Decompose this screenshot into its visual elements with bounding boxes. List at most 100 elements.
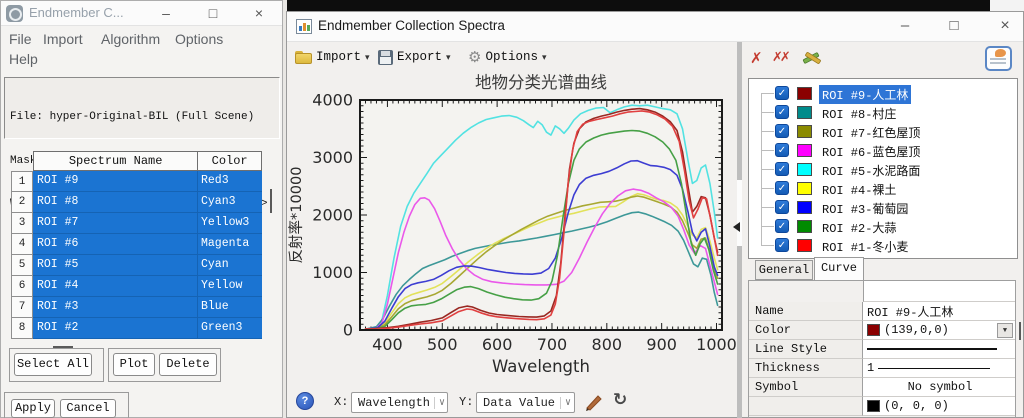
options-menu-button[interactable]: ⚙ Options ▾ [468,47,547,67]
endmember-collection-window: Endmember C... – □ × File Import Algorit… [0,0,283,418]
property-value: No symbol [907,380,973,394]
roi-label[interactable]: ROI #8-村庄 [822,108,897,122]
roi-label[interactable]: ROI #4-裸土 [822,184,897,198]
roi-label[interactable]: ROI #9-人工林 [819,85,912,104]
properties-scrollbar-thumb[interactable] [1019,322,1021,340]
table-row[interactable]: ROI #4 Yellow [33,276,262,297]
table-row[interactable]: ROI #9 Red3 [33,171,262,192]
x-axis-combo[interactable]: Wavelength ∨ [351,392,448,413]
roi-color-swatch[interactable] [797,201,812,214]
roi-color-swatch[interactable] [797,125,812,138]
main-minimize-button[interactable]: – [900,17,910,34]
roi-color-swatch[interactable] [797,182,812,195]
export-menu-button[interactable]: Export ▾ [378,47,451,67]
table-vscrollbar-thumb[interactable] [270,189,272,213]
color-cell: Cyan [201,258,229,271]
collapse-panel-icon[interactable] [733,222,740,232]
tab-general[interactable]: General [755,260,813,280]
main-close-button[interactable]: × [1000,17,1010,34]
roi-color-swatch[interactable] [797,239,812,252]
main-maximize-button[interactable]: □ [949,17,959,34]
splitter-handle[interactable] [737,180,742,246]
roi-checkbox[interactable]: ✓ [775,200,789,214]
refresh-icon[interactable]: ↻ [613,390,628,409]
property-row[interactable]: Symbol No symbol [749,378,1015,397]
y-axis-combo-label: Y: [459,395,474,409]
row-number: 3 [11,213,33,234]
roi-color-swatch[interactable] [797,144,812,157]
roi-list-item[interactable]: ✓ ROI #5-水泥路面 [749,160,1017,179]
property-row[interactable]: Thickness 1 [749,359,1015,378]
remove-spectrum-icon[interactable]: ✗ [750,50,763,67]
close-button[interactable]: × [254,5,264,21]
roi-list-item[interactable]: ✓ ROI #3-葡萄园 [749,198,1017,217]
roi-list[interactable]: ✓ ROI #9-人工林 ✓ ROI #8-村庄 ✓ ROI #7-红色屋顶 ✓… [748,78,1018,259]
roi-color-swatch[interactable] [797,87,812,100]
menu-help[interactable]: Help [9,51,38,67]
tree-branch-line [761,207,774,208]
roi-list-item[interactable]: ✓ ROI #6-蓝色屋顶 [749,141,1017,160]
property-row[interactable]: Name ROI #9-人工林 [749,302,1015,321]
table-row[interactable]: ROI #3 Blue [33,297,262,318]
roi-label[interactable]: ROI #5-水泥路面 [822,165,921,179]
menu-import[interactable]: Import [43,31,83,47]
spectrum-table[interactable]: Spectrum Name Color ROI #9 Red3 ROI #8 C… [33,151,262,339]
main-titlebar[interactable]: Endmember Collection Spectra – □ × [287,12,1023,42]
roi-list-item[interactable]: ✓ ROI #2-大蒜 [749,217,1017,236]
roi-list-item[interactable]: ✓ ROI #1-冬小麦 [749,236,1017,255]
y-axis-combo[interactable]: Data Value ∨ [476,392,575,413]
table-row[interactable]: ROI #5 Cyan [33,255,262,276]
menu-options[interactable]: Options [175,31,224,47]
tab-curve[interactable]: Curve [814,257,864,280]
help-icon[interactable]: ? [296,392,314,410]
import-menu-button[interactable]: Import ▾ [295,47,370,67]
table-row[interactable]: ROI #2 Green3 [33,318,262,339]
remove-all-spectra-icon[interactable]: ✗✗ [772,49,791,64]
stats-report-icon[interactable] [985,46,1012,71]
left-titlebar[interactable]: Endmember C... – □ × [1,1,282,26]
roi-checkbox[interactable]: ✓ [775,219,789,233]
roi-checkbox[interactable]: ✓ [775,143,789,157]
maximize-button[interactable]: □ [208,5,218,21]
color-value-swatch[interactable] [867,400,880,412]
roi-checkbox[interactable]: ✓ [775,86,789,100]
left-window-title: Endmember C... [29,5,124,20]
roi-checkbox[interactable]: ✓ [775,181,789,195]
roi-list-item[interactable]: ✓ ROI #4-裸土 [749,179,1017,198]
roi-label[interactable]: ROI #2-大蒜 [822,222,897,236]
menu-file[interactable]: File [9,31,32,47]
table-row[interactable]: ROI #6 Magenta [33,234,262,255]
apply-button[interactable]: Apply [11,399,55,418]
table-row[interactable]: ROI #7 Yellow3 [33,213,262,234]
roi-label[interactable]: ROI #1-冬小麦 [822,241,909,255]
row-number: 4 [11,234,33,255]
roi-color-swatch[interactable] [797,106,812,119]
roi-checkbox[interactable]: ✓ [775,162,789,176]
roi-list-item[interactable]: ✓ ROI #9-人工林 [749,84,1017,104]
minimize-button[interactable]: – [162,5,170,21]
roi-label[interactable]: ROI #3-葡萄园 [822,203,909,217]
roi-label[interactable]: ROI #6-蓝色屋顶 [822,146,921,160]
roi-color-swatch[interactable] [797,220,812,233]
property-row[interactable]: Line Style [749,340,1015,359]
color-dropdown-button[interactable]: ▼ [997,322,1013,338]
edit-pencil-icon[interactable] [583,390,605,412]
menu-algorithm[interactable]: Algorithm [101,31,161,47]
cancel-button[interactable]: Cancel [60,399,116,418]
select-all-button[interactable]: Select All [14,353,92,376]
property-row[interactable]: Color (139,0,0) ▼ [749,321,1015,340]
roi-list-item[interactable]: ✓ ROI #7-红色屋顶 [749,122,1017,141]
roi-checkbox[interactable]: ✓ [775,124,789,138]
property-row[interactable]: (0, 0, 0) [749,397,1015,416]
roi-color-swatch[interactable] [797,163,812,176]
plot-button[interactable]: Plot [113,353,155,376]
roi-checkbox[interactable]: ✓ [775,238,789,252]
roi-checkbox[interactable]: ✓ [775,105,789,119]
color-value-swatch[interactable] [867,324,880,336]
edit-colors-icon[interactable] [801,48,823,68]
roi-list-item[interactable]: ✓ ROI #8-村庄 [749,103,1017,122]
delete-button[interactable]: Delete [159,353,217,376]
table-hscrollbar-thumb[interactable] [53,346,73,349]
table-row[interactable]: ROI #8 Cyan3 [33,192,262,213]
roi-label[interactable]: ROI #7-红色屋顶 [822,127,921,141]
